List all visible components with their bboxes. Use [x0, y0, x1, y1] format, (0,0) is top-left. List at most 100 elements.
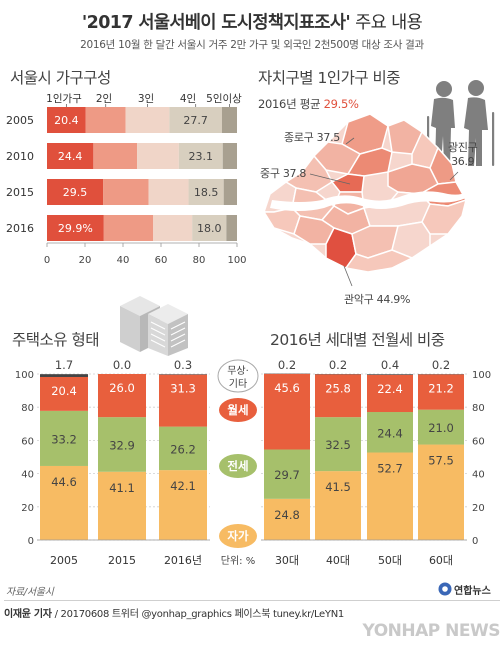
bar-value-label: 45.6: [274, 381, 300, 395]
bar-value-label: 31.3: [170, 382, 196, 396]
bar-segment: [315, 471, 361, 540]
middle-label: 월세: [227, 403, 248, 417]
bar-segment: [93, 143, 138, 169]
bar-segment: [221, 107, 237, 133]
bar-value-label: 41.1: [109, 481, 135, 495]
bar-value-label: 24.4: [377, 426, 403, 440]
credit-rest: / 20170608 트위터 @yonhap_graphics 페이스북 tun…: [51, 609, 345, 620]
footer-divider: [4, 600, 500, 601]
category-label: 2010: [6, 150, 34, 163]
bar-segment: [367, 452, 413, 540]
bar-value-label: 22.4: [377, 382, 403, 396]
seoul-district-map: [262, 113, 468, 287]
bar-segment: [98, 471, 146, 540]
bar-segment: [40, 410, 88, 466]
household-title: 서울시 가구구성: [10, 69, 111, 87]
label-bubble: [219, 398, 257, 422]
bar-segment: [103, 215, 154, 241]
yonhap-logo-text: 연합뉴스: [454, 586, 491, 597]
bar-segment: [264, 373, 310, 450]
bar-segment: [98, 417, 146, 472]
bar-value-label: 21.2: [428, 381, 454, 395]
label-bubble: [217, 359, 259, 393]
bar-value-label: 0.2: [432, 358, 450, 372]
bar-segment: [85, 107, 126, 133]
bar-segment: [159, 426, 207, 471]
source-note: 자료/서울시: [6, 587, 54, 598]
bar-segment: [47, 143, 94, 169]
han-river: [270, 191, 466, 211]
category-label: 2005: [6, 114, 34, 127]
y-tick-label: 80: [21, 403, 34, 414]
bar-segment: [418, 409, 464, 445]
bar-value-label: 25.8: [325, 381, 351, 395]
watermark: YONHAP NEWS: [250, 618, 501, 644]
category-label: 30대: [275, 554, 299, 567]
y-tick-label: 80: [472, 403, 485, 414]
y-tick-label: 20: [21, 503, 34, 514]
y-tick-label: 60: [472, 436, 485, 447]
bar-value-label: 29.7: [274, 468, 300, 482]
page-title: '2017 서울서베이 도시정책지표조사' 주요 내용: [0, 9, 504, 34]
x-tick-label: 60: [155, 255, 168, 266]
bar-value-label: 0.2: [329, 358, 347, 372]
district-title: 자치구별 1인가구 비중: [258, 69, 401, 87]
bottom-charts: 0 20 40 60 80 100 44.6 33.2 20.4 1.7 2005 41.1 32.9 2…: [15, 358, 491, 567]
bar-value-label: 23.1: [189, 150, 214, 163]
household-chart: 1인가구 2인 3인 4인 5인이상 2005 20.4 27.7 2010 24.4 23.1 20…: [6, 93, 247, 266]
category-label: 40대: [326, 554, 350, 567]
bar-segment: [315, 417, 361, 472]
middle-label-line: 기타: [229, 378, 247, 390]
label-gwangjin: 광진구 36.9: [448, 141, 478, 168]
legend-label: 5인이상: [206, 93, 242, 105]
bar-segment: [47, 215, 104, 241]
label-gwanak: 관악구 44.9%: [344, 293, 411, 306]
district-average-label: 2016년 평균: [258, 97, 324, 111]
middle-label: 전세: [227, 459, 248, 473]
bar-value-label: 44.6: [51, 475, 77, 489]
bar-segment: [264, 449, 310, 499]
bar-segment: [223, 179, 237, 205]
credit-author: 이재윤 기자: [4, 609, 52, 620]
bar-segment: [188, 179, 224, 205]
bar-segment: [222, 143, 237, 169]
bar-value-label: 32.9: [109, 438, 135, 452]
bar-segment: [125, 107, 170, 133]
bar-segment: [418, 374, 464, 410]
bar-value-label: 33.2: [51, 432, 77, 446]
category-label: 2015: [6, 186, 34, 199]
title-rest: 주요 내용: [350, 13, 423, 33]
bar-value-label: 26.0: [109, 381, 135, 395]
bar-segment: [98, 374, 146, 418]
bar-segment: [40, 374, 88, 377]
housing-title: 주택소유 형태: [12, 331, 100, 349]
bar-segment: [159, 374, 207, 427]
bar-segment: [367, 412, 413, 453]
district-average-value: 29.5%: [323, 97, 359, 111]
x-tick-label: 0: [44, 255, 50, 266]
bar-segment: [226, 215, 237, 241]
y-tick-label: 60: [21, 436, 34, 447]
legend-label: 1인가구: [46, 93, 82, 105]
bar-value-label: 57.5: [428, 454, 454, 468]
bar-segment: [137, 143, 179, 169]
title-main: '2017 서울서베이 도시정책지표조사': [81, 13, 351, 33]
category-label: 2016: [6, 222, 34, 235]
bar-value-label: 41.5: [325, 480, 351, 494]
x-tick-label: 100: [227, 255, 246, 266]
credit-line: 이재윤 기자 / 20170608 트위터 @yonhap_graphics 페…: [4, 605, 344, 620]
rent-title: 2016년 세대별 전월세 비중: [270, 331, 445, 349]
legend-label: 3인: [138, 93, 154, 105]
bar-segment: [192, 215, 227, 241]
category-label: 2016년: [164, 554, 202, 567]
watermark-text: YONHAP NEWS: [362, 621, 501, 641]
y-tick-label: 40: [472, 470, 485, 481]
category-label: 2005: [50, 554, 78, 567]
bar-segment: [367, 374, 413, 375]
bar-value-label: 20.4: [54, 114, 79, 127]
legend-label: 4인: [180, 93, 196, 105]
bar-value-label: 32.5: [325, 438, 351, 452]
bar-segment: [153, 215, 193, 241]
bar-segment: [40, 465, 88, 540]
legend-label: 2인: [96, 93, 112, 105]
